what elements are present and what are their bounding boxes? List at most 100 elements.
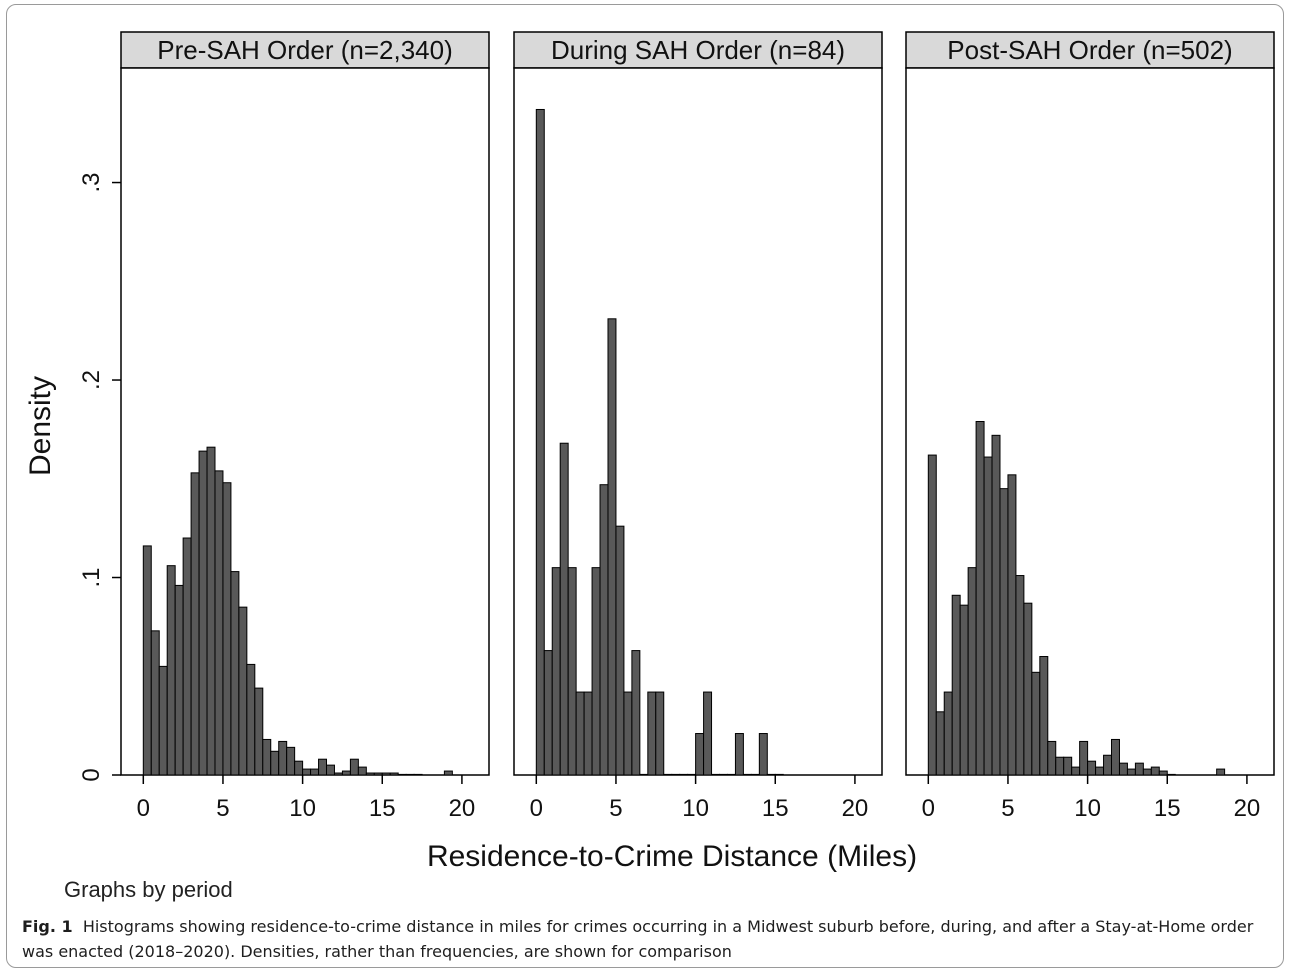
histogram-bar	[1047, 740, 1057, 776]
histogram-bar	[413, 773, 423, 776]
histogram-figure: Density Residence-to-Crime Distance (Mil…	[24, 31, 1275, 902]
histogram-bar	[1031, 671, 1041, 776]
histogram-bar	[246, 663, 256, 776]
histogram-bar	[286, 746, 296, 776]
histogram-bar	[1039, 656, 1049, 776]
histogram-bar	[318, 758, 328, 776]
histogram-bar	[774, 773, 784, 776]
histogram-bar	[750, 773, 760, 776]
histogram-bar	[591, 567, 601, 776]
histogram-bar	[1150, 766, 1160, 776]
x-tick-label: 20	[449, 795, 476, 822]
panel-3: Post-SAH Order (n=502) 0 5 10 15 20	[905, 31, 1275, 822]
histogram-bar	[559, 442, 569, 776]
y-tick-label: 0	[78, 768, 105, 781]
histogram-bar	[631, 650, 641, 776]
histogram-bar	[278, 740, 288, 776]
histogram-bar	[294, 760, 304, 776]
histogram-bar	[182, 537, 192, 776]
histogram-bar	[1126, 768, 1136, 776]
x-tick-label: 0	[530, 795, 543, 822]
histogram-bar	[341, 770, 351, 776]
histogram-bar	[1023, 602, 1033, 776]
graphs-by-note: Graphs by period	[64, 877, 233, 902]
histogram-bar	[214, 470, 224, 776]
histogram-bar	[158, 665, 168, 776]
x-tick-label: 5	[609, 795, 622, 822]
histogram-bar	[381, 772, 391, 776]
histogram-bar	[1166, 773, 1176, 776]
x-tick-label: 10	[1074, 795, 1101, 822]
x-tick-label: 20	[842, 795, 869, 822]
histogram-bar	[999, 488, 1009, 776]
histogram-bar	[647, 691, 657, 776]
histogram-bar	[567, 567, 577, 776]
histogram-bar	[1063, 756, 1073, 776]
caption-label: Fig. 1	[22, 917, 73, 936]
histogram-bar	[734, 733, 744, 776]
histogram-bar	[1087, 760, 1097, 776]
histogram-bar	[1103, 754, 1113, 776]
histogram-bar	[302, 768, 312, 776]
histogram-bar	[405, 773, 415, 776]
histogram-bar	[206, 446, 216, 776]
histogram-bar	[623, 691, 633, 776]
histogram-bar	[583, 691, 593, 776]
histogram-bar	[142, 545, 152, 776]
histogram-bar	[575, 691, 585, 776]
histogram-bar	[1216, 768, 1226, 776]
x-tick-label: 0	[922, 795, 935, 822]
histogram-bar	[943, 691, 953, 776]
x-tick-label: 15	[1154, 795, 1181, 822]
histogram-bar	[935, 711, 945, 776]
histogram-bar	[1111, 738, 1120, 776]
histogram-bar	[983, 456, 993, 776]
histogram-bar	[679, 773, 689, 776]
histogram-bar	[349, 758, 359, 776]
histogram-bar	[1095, 766, 1105, 776]
panel-header	[905, 31, 1275, 69]
x-tick-label: 20	[1234, 795, 1261, 822]
panel-2: During SAH Order (n=84) 0 5 10 15 20	[513, 31, 883, 822]
histogram-bar	[671, 773, 681, 776]
histogram-bar	[959, 604, 969, 776]
histogram-bar	[166, 565, 176, 776]
histogram-bar	[607, 318, 617, 776]
histogram-bar	[333, 772, 343, 776]
x-tick-label: 0	[137, 795, 150, 822]
x-tick-label: 10	[289, 795, 316, 822]
x-tick-label: 5	[216, 795, 229, 822]
histogram-bar	[719, 773, 728, 776]
y-tick-label: .3	[78, 173, 105, 193]
histogram-bar	[326, 764, 335, 776]
histogram-bar	[758, 733, 768, 776]
histogram-bar	[975, 421, 985, 776]
histogram-bar	[687, 773, 697, 776]
y-axis-label: Density	[24, 376, 57, 476]
histogram-bar	[397, 773, 407, 776]
histogram-bar	[639, 773, 649, 776]
histogram-bar	[389, 772, 399, 776]
histogram-bar	[711, 773, 721, 776]
histogram-bar	[1079, 740, 1089, 776]
histogram-bar	[967, 567, 977, 776]
histogram-bar	[310, 768, 320, 776]
histogram-bar	[766, 773, 776, 776]
histogram-bar	[1134, 762, 1144, 776]
histogram-bar	[190, 472, 200, 776]
histogram-bar	[1007, 474, 1017, 776]
histogram-bar	[357, 766, 367, 776]
panel-title: Pre-SAH Order (n=2,340)	[157, 35, 453, 65]
histogram-bar	[726, 773, 736, 776]
y-tick-label: .2	[78, 370, 105, 390]
histogram-bar	[599, 484, 609, 776]
histogram-bar	[655, 691, 665, 776]
histogram-bar	[373, 772, 383, 776]
x-tick-label: 5	[1001, 795, 1014, 822]
panel-title: During SAH Order (n=84)	[551, 35, 845, 65]
histogram-bar	[663, 773, 673, 776]
histogram-bar	[695, 733, 705, 776]
histogram-bar	[150, 630, 160, 776]
panel-1: Pre-SAH Order (n=2,340) 0 5 10 15 20	[120, 31, 490, 822]
